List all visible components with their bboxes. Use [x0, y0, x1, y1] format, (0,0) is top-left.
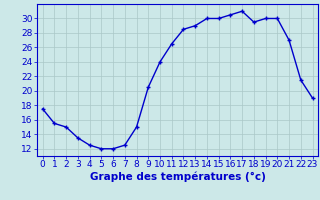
- X-axis label: Graphe des températures (°c): Graphe des températures (°c): [90, 172, 266, 182]
